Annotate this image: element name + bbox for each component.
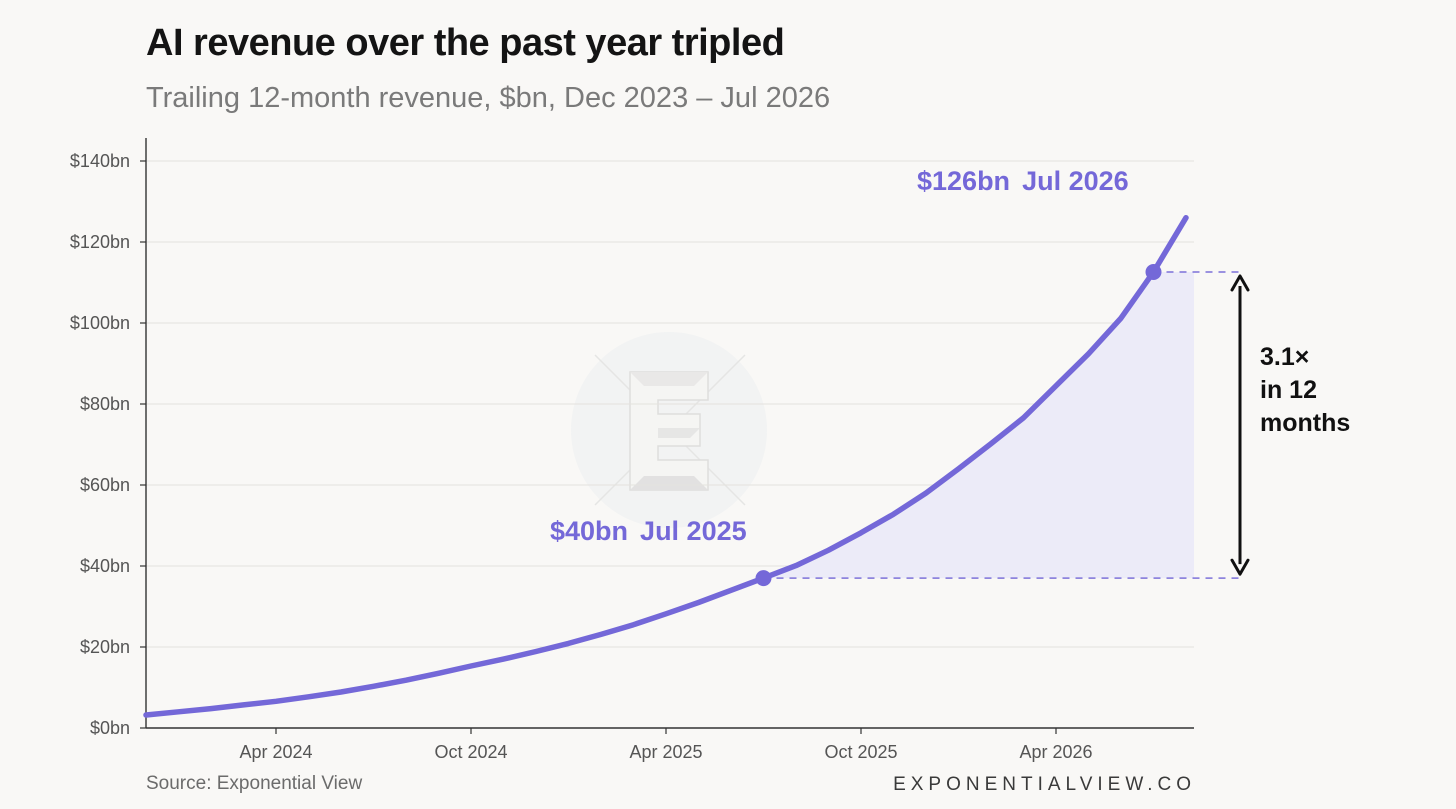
annotation-start-date: Jul 2025 <box>640 516 747 546</box>
x-tick-label: Oct 2024 <box>434 742 507 762</box>
x-tick-label: Apr 2025 <box>629 742 702 762</box>
annotation-end-value: $126bn <box>917 166 1010 196</box>
y-tick-label: $0bn <box>90 718 130 738</box>
x-tick-label: Apr 2026 <box>1019 742 1092 762</box>
annotation-start-value: $40bn <box>550 516 628 546</box>
growth-arrow-head-up <box>1230 274 1250 292</box>
x-tick-label: Oct 2025 <box>824 742 897 762</box>
chart-title: AI revenue over the past year tripled <box>146 22 785 64</box>
y-axis-ticks: $0bn $20bn $40bn $60bn $80bn $100bn $120bn $140… <box>70 151 146 738</box>
annotation-end-date: Jul 2026 <box>1022 166 1129 196</box>
annotations: $40bn Jul 2025 $126bn Jul 2026 3.1× in 12 mont… <box>550 166 1350 580</box>
shaded-growth-area <box>763 271 1194 579</box>
y-tick-label: $60bn <box>80 475 130 495</box>
y-tick-label: $20bn <box>80 637 130 657</box>
source-note: Source: Exponential View <box>146 773 363 794</box>
growth-label: 3.1× in 12 months <box>1260 343 1350 437</box>
exponential-view-logo-watermark <box>571 332 767 528</box>
shaded-area <box>763 271 1194 579</box>
annotation-end-label: $126bn Jul 2026 <box>917 166 1129 196</box>
y-tick-label: $40bn <box>80 556 130 576</box>
y-tick-label: $120bn <box>70 232 130 252</box>
growth-arrow-head-down <box>1230 558 1250 576</box>
growth-label-line: months <box>1260 409 1350 437</box>
growth-label-line: in 12 <box>1260 376 1317 404</box>
brand-url: EXPONENTIALVIEW.CO <box>893 774 1196 795</box>
growth-label-line: 3.1× <box>1260 343 1309 371</box>
annotation-start-label: $40bn Jul 2025 <box>550 516 747 546</box>
y-tick-label: $80bn <box>80 394 130 414</box>
axes <box>145 138 1194 729</box>
y-tick-label: $140bn <box>70 151 130 171</box>
y-tick-label: $100bn <box>70 313 130 333</box>
series-line <box>143 214 1189 718</box>
chart-subtitle: Trailing 12-month revenue, $bn, Dec 2023… <box>146 82 831 114</box>
x-axis-ticks: Apr 2024 Oct 2024 Apr 2025 Oct 2025 Apr 2026 <box>239 728 1093 762</box>
x-tick-label: Apr 2024 <box>239 742 312 762</box>
